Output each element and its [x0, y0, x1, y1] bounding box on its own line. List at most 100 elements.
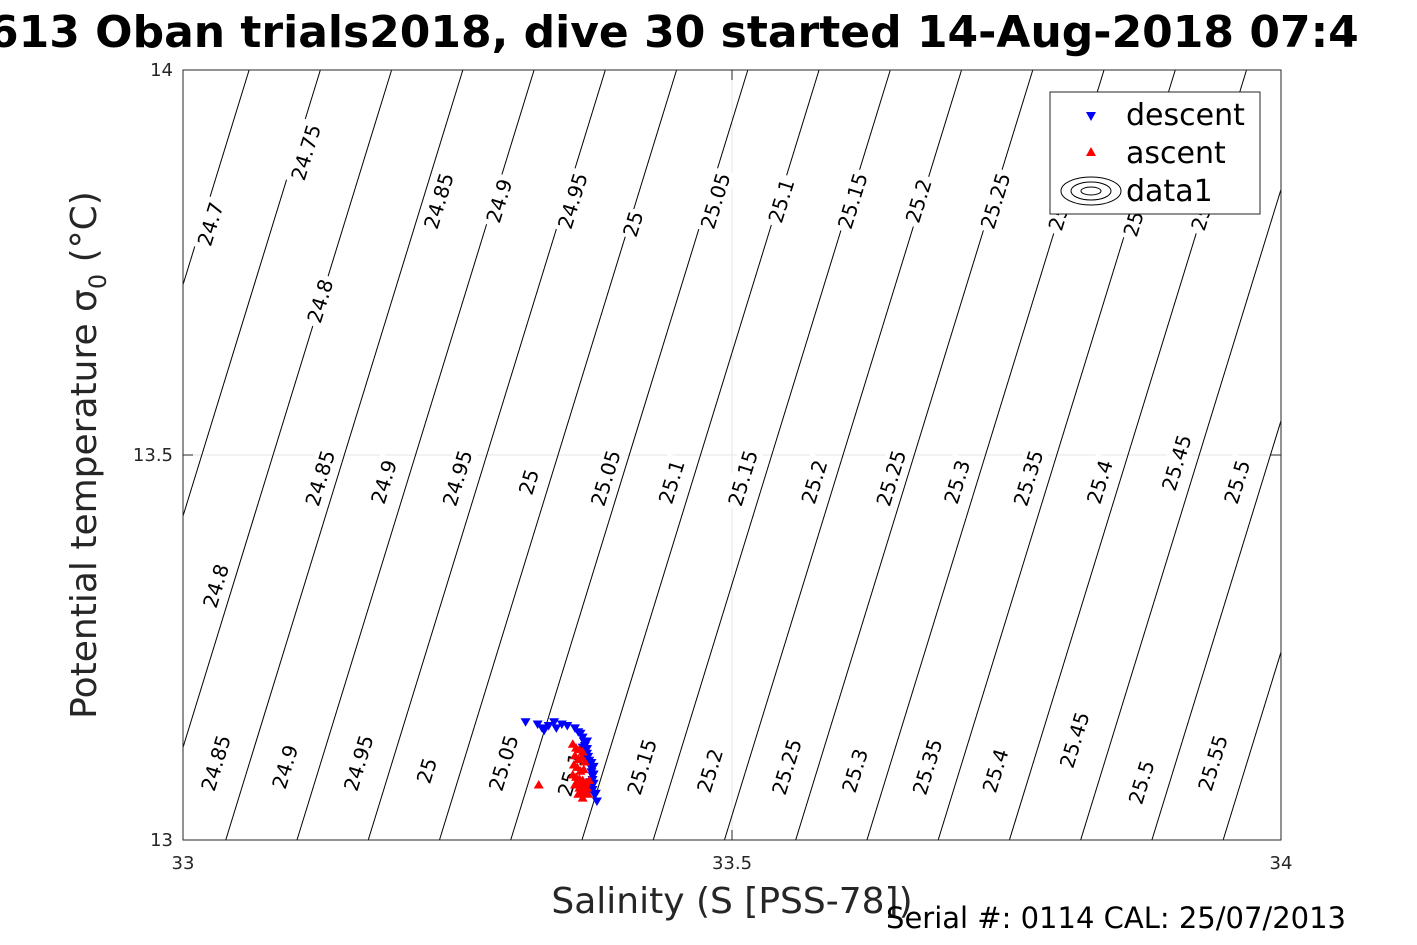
legend-box [1049, 91, 1261, 215]
contour-label-background [906, 732, 949, 801]
axis-ticks: 33 33.5 34 13 13.5 14 [133, 60, 1293, 874]
contour-label-background [766, 732, 808, 801]
contour-label-background [1122, 753, 1161, 811]
legend-data1-label: data1 [1126, 174, 1213, 209]
contour-label-background [652, 453, 691, 511]
ascent-point [574, 783, 585, 792]
ascent-point [573, 789, 584, 798]
legend: descent ascent data1 [1049, 91, 1261, 215]
contour-label-background [690, 742, 730, 800]
contour-label-background [795, 453, 834, 511]
contour-label-background [1053, 706, 1096, 774]
contour-label-background [196, 557, 236, 615]
ascent-point [583, 789, 594, 798]
contour-label-background [482, 729, 525, 797]
descent-point [543, 722, 554, 731]
contour-line [1222, 650, 1281, 840]
contour-label-background [974, 167, 1017, 235]
contour-label: 24.9 [265, 738, 305, 796]
ascent-point [569, 780, 580, 789]
contour-label-background [195, 729, 237, 797]
contour-label-background [411, 753, 443, 789]
contour-label-background [870, 444, 913, 512]
y-tick-label: 14 [150, 60, 173, 81]
x-tick-label: 33 [172, 853, 195, 874]
ascent-point [579, 756, 590, 766]
descent-point [539, 726, 550, 736]
contour-label-background [265, 738, 305, 796]
contour-line [1294, 70, 1417, 840]
contour-label-background [584, 444, 627, 512]
ascent-point [533, 780, 544, 789]
descent-point [588, 762, 599, 772]
serial-calibration-footer: Serial #: 0114 CAL: 25/07/2013 [886, 901, 1346, 935]
contour-label: 25.5 [1217, 453, 1257, 511]
y-tick-label: 13 [150, 830, 173, 851]
descent-point [589, 791, 600, 800]
descent-point [551, 724, 562, 733]
contour-label-background [299, 444, 342, 512]
y-tick-label: 13.5 [133, 445, 173, 466]
ascent-point [577, 746, 588, 756]
descent-point [582, 737, 593, 746]
contour-label-background [418, 167, 460, 235]
x-axis-label: Salinity (S [PSS-78]) [551, 881, 912, 922]
contour-label-background [301, 272, 340, 330]
contour-line [183, 70, 321, 518]
descent-point [588, 770, 599, 780]
descent-point [520, 718, 531, 727]
contour-label-background [285, 118, 327, 187]
x-tick-label: 34 [1270, 853, 1293, 874]
contour-label-background [436, 444, 479, 512]
contour-label-background [621, 732, 663, 801]
contour-label-background [899, 172, 938, 230]
ascent-point [584, 775, 595, 784]
legend-contour-icon [1060, 176, 1122, 206]
descent-point [549, 718, 560, 727]
contour-label-background [762, 172, 801, 230]
y-axis-label-unit: (°C) [64, 191, 105, 274]
contour-label-background [694, 167, 737, 235]
descent-point [562, 722, 573, 731]
contour-label-background [1007, 444, 1050, 512]
contour-label-background [976, 742, 1015, 800]
y-axis-label-subscript: 0 [84, 274, 112, 289]
contour-label: 25.2 [795, 453, 834, 511]
ascent-point [578, 764, 589, 774]
contour-line [1151, 419, 1281, 840]
legend-descent-marker [1086, 112, 1096, 121]
x-tick-label: 33.5 [712, 853, 752, 874]
contour-label-background [831, 167, 874, 235]
contour-line [1366, 70, 1417, 840]
contour-label-background [513, 464, 545, 500]
contour-label-background [1217, 453, 1257, 511]
contour-label-background [480, 172, 519, 230]
legend-ascent-label: ascent [1126, 136, 1226, 171]
contour-label-background [1080, 453, 1119, 511]
legend-ascent-marker [1086, 147, 1096, 156]
contour-line [438, 70, 678, 840]
contour-label-background [1155, 428, 1198, 497]
contour-label-background [937, 453, 977, 511]
contour-label-background [551, 167, 594, 235]
contour-label-background [835, 742, 875, 800]
ascent-point [577, 793, 588, 802]
descent-point [591, 797, 602, 806]
contour-label-background [722, 444, 764, 512]
y-axis-label: Potential temperature σ0 (°C) [64, 191, 112, 719]
contour-label-background [191, 195, 230, 253]
contour-line [225, 70, 464, 840]
series-ascent [533, 739, 595, 802]
data-points [520, 718, 602, 806]
figure-title: 613 Oban trials2018, dive 30 started 14-… [0, 7, 1359, 58]
contour-label-background [364, 453, 404, 511]
y-axis-label-main: Potential temperature σ [64, 289, 105, 719]
contour-label-background [337, 729, 380, 797]
contour-label-background [1192, 729, 1234, 797]
contour-line [183, 70, 393, 750]
contour-line [1080, 187, 1281, 840]
legend-descent-label: descent [1126, 98, 1245, 133]
contour-label-background [617, 206, 649, 242]
